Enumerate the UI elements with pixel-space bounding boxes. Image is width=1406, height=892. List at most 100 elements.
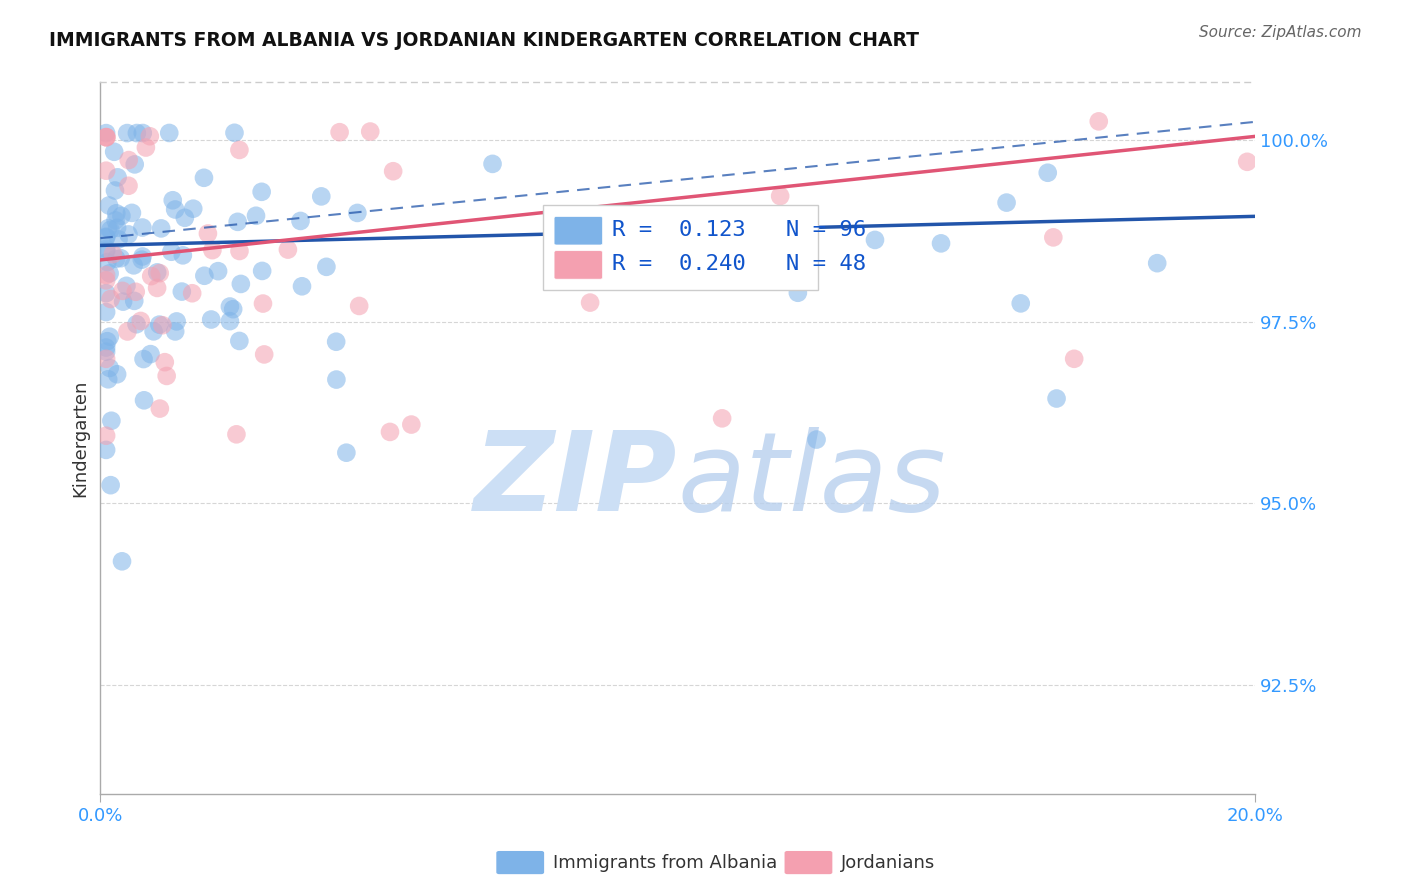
Point: [228, 334, 250, 348]
Point: [94, 163, 117, 178]
Point: [115, 278, 138, 293]
Point: [94, 229, 117, 244]
Point: [291, 279, 314, 293]
Point: [105, 368, 128, 382]
Point: [579, 295, 602, 310]
Text: Immigrants from Albania: Immigrants from Albania: [553, 854, 776, 871]
Text: R =  0.240   N = 48: R = 0.240 N = 48: [612, 254, 866, 274]
Point: [329, 125, 352, 139]
Point: [806, 433, 828, 447]
Point: [111, 284, 134, 298]
Point: [94, 268, 117, 282]
Point: [250, 264, 273, 278]
Point: [1010, 296, 1032, 310]
Point: [104, 184, 127, 198]
Point: [125, 126, 148, 140]
Point: [131, 250, 153, 264]
Point: [181, 202, 204, 216]
Point: [107, 170, 129, 185]
Point: [226, 215, 249, 229]
Point: [118, 153, 141, 167]
Point: [94, 442, 117, 457]
Point: [100, 414, 122, 428]
Point: [1036, 166, 1059, 180]
Point: [149, 266, 172, 280]
Point: [125, 317, 148, 331]
Point: [193, 268, 215, 283]
Point: [786, 285, 808, 300]
Point: [94, 273, 117, 287]
Point: [359, 124, 381, 138]
Point: [157, 126, 180, 140]
Point: [250, 185, 273, 199]
Point: [181, 286, 204, 301]
Point: [132, 393, 155, 408]
Point: [94, 428, 117, 442]
Point: [94, 286, 117, 301]
Text: ZIP: ZIP: [474, 427, 678, 534]
Point: [96, 242, 118, 256]
FancyBboxPatch shape: [554, 251, 603, 279]
Point: [94, 130, 117, 145]
Point: [346, 206, 368, 220]
Point: [224, 126, 246, 140]
Point: [96, 130, 118, 145]
Point: [711, 411, 734, 425]
Point: [995, 195, 1018, 210]
Point: [197, 227, 219, 241]
Point: [117, 325, 139, 339]
Point: [98, 329, 121, 343]
Point: [104, 213, 127, 227]
Point: [481, 157, 503, 171]
Point: [1236, 154, 1258, 169]
Point: [401, 417, 423, 432]
Point: [121, 206, 143, 220]
Point: [100, 223, 122, 237]
Point: [148, 318, 170, 332]
Point: [315, 260, 337, 274]
Text: atlas: atlas: [678, 427, 946, 534]
Point: [105, 252, 128, 266]
Point: [96, 255, 118, 269]
Point: [117, 178, 139, 193]
Point: [165, 202, 187, 217]
Point: [165, 325, 187, 339]
Point: [100, 292, 122, 306]
Point: [277, 243, 299, 257]
Point: [98, 198, 121, 212]
Point: [207, 264, 229, 278]
Point: [98, 360, 121, 375]
FancyBboxPatch shape: [543, 205, 818, 290]
Point: [94, 344, 117, 359]
Point: [160, 244, 183, 259]
Point: [132, 352, 155, 367]
FancyBboxPatch shape: [554, 217, 603, 245]
Point: [139, 129, 162, 144]
Point: [107, 232, 129, 246]
Point: [193, 170, 215, 185]
Point: [125, 285, 148, 299]
Point: [139, 347, 162, 361]
Point: [1042, 230, 1064, 244]
Point: [96, 334, 118, 349]
Point: [94, 305, 117, 319]
Text: Source: ZipAtlas.com: Source: ZipAtlas.com: [1198, 25, 1361, 40]
Point: [311, 189, 333, 203]
Point: [152, 318, 174, 333]
Point: [1063, 351, 1085, 366]
Text: Jordanians: Jordanians: [841, 854, 935, 871]
Point: [94, 244, 117, 258]
Point: [122, 258, 145, 272]
Text: R =  0.123   N = 96: R = 0.123 N = 96: [612, 220, 866, 240]
Point: [135, 140, 157, 154]
Text: IMMIGRANTS FROM ALBANIA VS JORDANIAN KINDERGARTEN CORRELATION CHART: IMMIGRANTS FROM ALBANIA VS JORDANIAN KIN…: [49, 31, 920, 50]
Point: [769, 189, 792, 203]
Point: [105, 206, 128, 220]
Point: [97, 221, 120, 235]
Point: [253, 347, 276, 361]
Point: [105, 220, 128, 235]
Point: [228, 143, 250, 157]
Point: [1045, 392, 1067, 406]
Point: [245, 209, 267, 223]
Point: [325, 334, 347, 349]
